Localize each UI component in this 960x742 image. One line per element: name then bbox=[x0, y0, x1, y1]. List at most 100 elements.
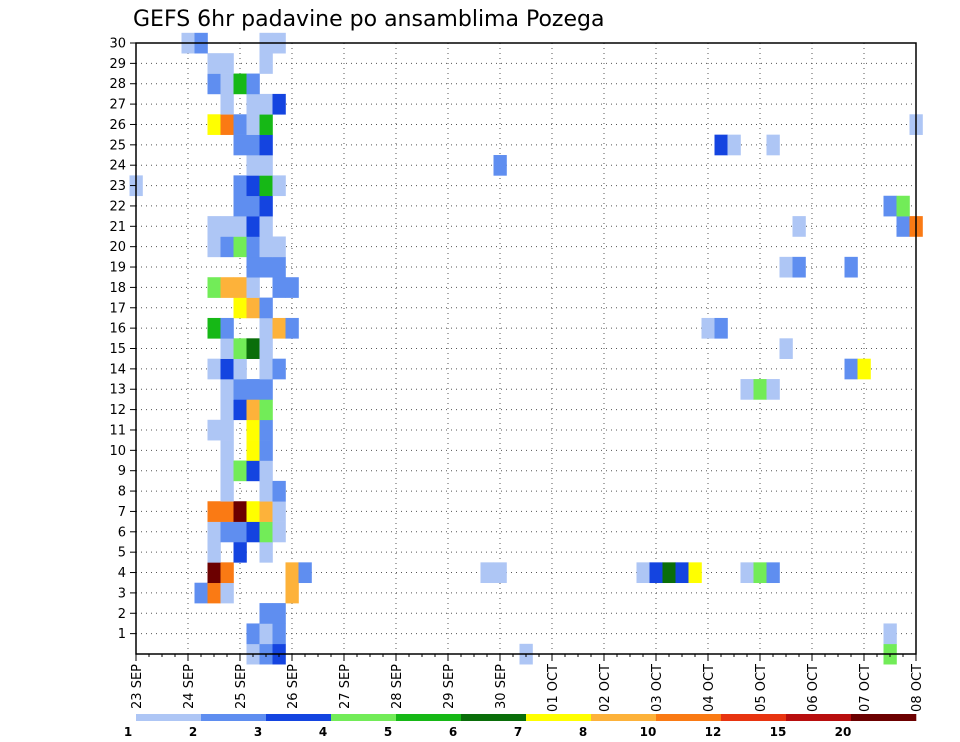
colorbar-label: 2 bbox=[189, 725, 197, 739]
heatmap-cell bbox=[246, 501, 260, 522]
heatmap-cell bbox=[207, 562, 221, 584]
heatmap-cell bbox=[246, 521, 260, 543]
heatmap-cell bbox=[246, 440, 260, 461]
heatmap-cell bbox=[246, 297, 260, 319]
heatmap-cell bbox=[285, 562, 299, 584]
colorbar-label: 8 bbox=[579, 725, 587, 739]
heatmap-cell bbox=[207, 236, 221, 258]
y-tick-label: 10 bbox=[109, 444, 126, 459]
heatmap-cell bbox=[272, 277, 286, 298]
heatmap-cell bbox=[246, 93, 260, 115]
heatmap-cell bbox=[233, 338, 247, 359]
y-tick-label: 8 bbox=[118, 485, 126, 500]
heatmap-cell bbox=[259, 256, 273, 278]
heatmap-cell bbox=[233, 277, 247, 298]
heatmap-cell bbox=[883, 623, 897, 645]
heatmap-cell bbox=[220, 236, 234, 258]
heatmap-cell bbox=[246, 256, 260, 278]
heatmap-cell bbox=[779, 256, 793, 278]
heatmap-cell bbox=[233, 521, 247, 543]
heatmap-cell bbox=[259, 603, 273, 624]
colorbar-swatch bbox=[201, 714, 267, 721]
x-tick-label: 01 OCT bbox=[546, 664, 561, 712]
heatmap-cell bbox=[207, 277, 221, 298]
heatmap-cell bbox=[233, 134, 247, 156]
heatmap-cell bbox=[272, 480, 286, 502]
y-tick-label: 29 bbox=[109, 57, 126, 72]
y-tick-label: 9 bbox=[118, 464, 126, 479]
heatmap-cell bbox=[220, 440, 234, 461]
heatmap-cell bbox=[792, 256, 806, 278]
y-tick-label: 12 bbox=[109, 403, 126, 418]
heatmap-cell bbox=[207, 358, 221, 380]
heatmap-cell bbox=[233, 236, 247, 258]
heatmap-cell bbox=[844, 358, 858, 380]
x-tick-label: 28 SEP bbox=[390, 664, 405, 709]
heatmap-cell bbox=[272, 256, 286, 278]
heatmap-cell bbox=[220, 277, 234, 298]
heatmap-cell bbox=[246, 623, 260, 645]
heatmap-cell bbox=[766, 562, 780, 584]
heatmap-cell bbox=[233, 541, 247, 563]
y-axis: 1234567891011121314151617181920212223242… bbox=[109, 37, 136, 642]
heatmap-cell bbox=[233, 114, 247, 135]
heatmap-cell bbox=[285, 317, 299, 339]
colorbar-label: 12 bbox=[705, 725, 722, 739]
x-tick-label: 05 OCT bbox=[754, 664, 769, 712]
y-tick-label: 30 bbox=[109, 37, 126, 52]
heatmap-cell bbox=[207, 53, 221, 74]
heatmap-cell bbox=[259, 114, 273, 135]
heatmap-cell bbox=[246, 155, 260, 176]
heatmap-cell bbox=[285, 582, 299, 604]
colorbar-swatch bbox=[396, 714, 462, 721]
x-tick-label: 06 OCT bbox=[806, 664, 821, 712]
heatmap-cell bbox=[883, 195, 897, 217]
heatmap-cell bbox=[272, 358, 286, 380]
heatmap-cell bbox=[233, 73, 247, 95]
heatmap-cell bbox=[259, 541, 273, 563]
y-tick-label: 14 bbox=[109, 362, 126, 377]
heatmap-cell bbox=[259, 216, 273, 237]
x-tick-label: 07 OCT bbox=[858, 664, 873, 712]
y-tick-label: 27 bbox=[109, 98, 126, 113]
x-tick-label: 29 SEP bbox=[442, 664, 457, 709]
x-tick-label: 25 SEP bbox=[234, 664, 249, 709]
heatmap-cell bbox=[688, 562, 702, 584]
x-axis: 23 SEP 24 SEP 25 SEP 26 SEP 27 SEP 28 SEP 29 S… bbox=[130, 654, 925, 712]
heatmap-cell bbox=[259, 93, 273, 115]
heatmap-cell bbox=[740, 379, 754, 400]
heatmap-cell bbox=[220, 582, 234, 604]
colorbar-label: 10 bbox=[640, 725, 657, 739]
heatmap-cell bbox=[259, 358, 273, 380]
heatmap-cell bbox=[220, 73, 234, 95]
heatmap-cell bbox=[272, 236, 286, 258]
colorbar-swatch bbox=[266, 714, 332, 721]
y-tick-label: 20 bbox=[109, 240, 126, 255]
heatmap-cell bbox=[259, 379, 273, 400]
colorbar-swatch bbox=[591, 714, 657, 721]
heatmap-cell bbox=[259, 440, 273, 461]
heatmap-cell bbox=[207, 216, 221, 237]
heatmap-cell bbox=[636, 562, 650, 584]
heatmap-cell bbox=[740, 562, 754, 584]
heatmap-cell bbox=[272, 175, 286, 197]
colorbar-label: 15 bbox=[770, 725, 787, 739]
heatmap-cell bbox=[233, 175, 247, 197]
heatmap-cell bbox=[896, 195, 910, 217]
colorbar-swatch bbox=[526, 714, 592, 721]
heatmap-cell bbox=[259, 338, 273, 359]
chart-title: GEFS 6hr padavine po ansamblima Pozega bbox=[133, 7, 604, 32]
y-tick-label: 21 bbox=[109, 220, 126, 235]
y-tick-label: 15 bbox=[109, 342, 126, 357]
y-tick-label: 17 bbox=[109, 301, 126, 316]
heatmap-cell bbox=[246, 460, 260, 482]
x-tick-label: 08 OCT bbox=[910, 664, 925, 712]
heatmap-cell bbox=[259, 155, 273, 176]
heatmap-cell bbox=[727, 134, 741, 156]
heatmap-cell bbox=[194, 582, 208, 604]
colorbar-swatch bbox=[331, 714, 397, 721]
heatmap-cell bbox=[220, 419, 234, 441]
heatmap-cell bbox=[246, 134, 260, 156]
heatmap-cell bbox=[220, 399, 234, 421]
x-tick-label: 26 SEP bbox=[286, 664, 301, 709]
